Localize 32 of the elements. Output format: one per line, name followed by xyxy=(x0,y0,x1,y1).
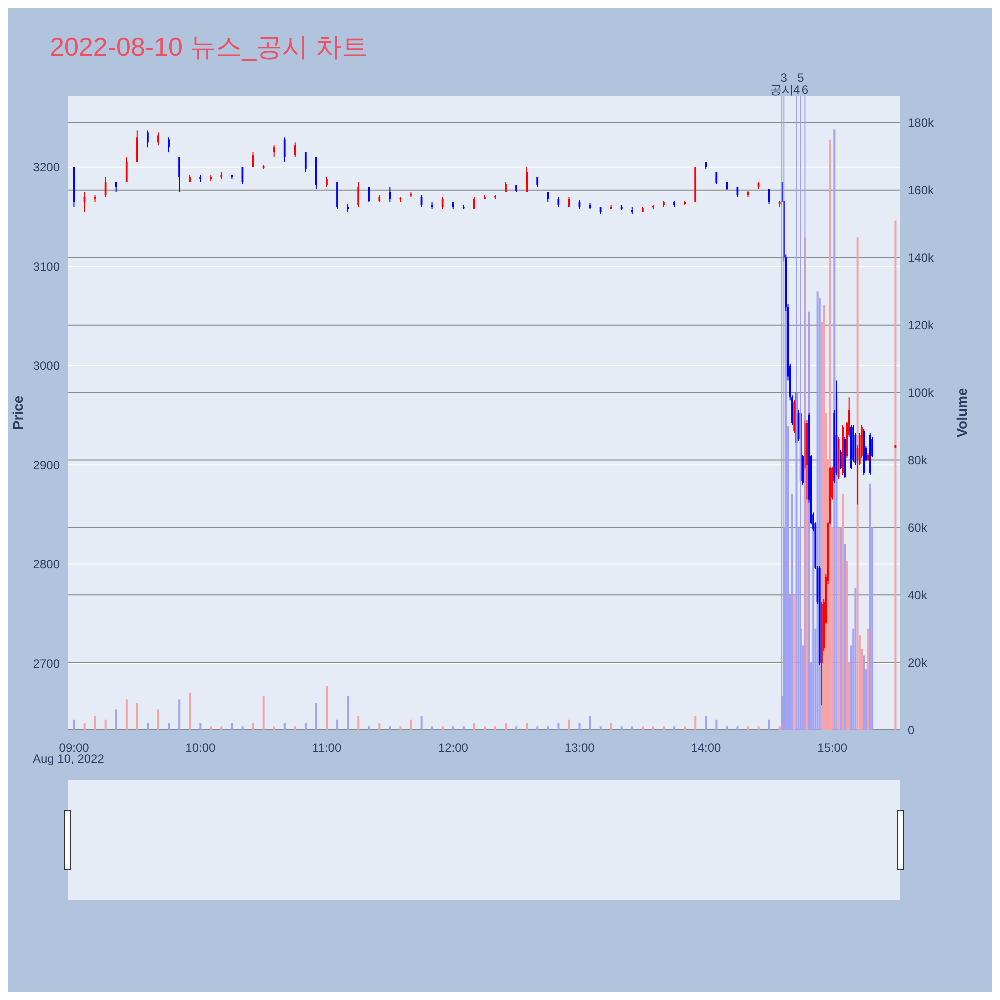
y-tick-label: 2800 xyxy=(33,558,60,572)
y-tick-label: 3000 xyxy=(33,359,60,374)
ref-line-label: 5 xyxy=(798,71,805,85)
chart-title: 2022-08-10 뉴스_공시 차트 xyxy=(50,31,368,64)
y-tick-label: 2700 xyxy=(33,656,60,671)
y2-tick-label: 0 xyxy=(908,723,915,738)
text: Aug 10, 2022 xyxy=(33,752,104,766)
ref-line-label: 공시 xyxy=(770,83,794,97)
y2-tick-label: 80k xyxy=(908,453,928,468)
ref-line-label: 3 xyxy=(780,71,788,85)
x-tick-label: 13:00 xyxy=(564,741,596,755)
y2-tick-label: 60k xyxy=(908,520,928,535)
y-tick-label: 2900 xyxy=(33,458,60,472)
y2-tick-label: 140k xyxy=(908,251,936,266)
x-tick-label: 10:00 xyxy=(186,741,216,755)
y-tick-label: 3200 xyxy=(33,160,60,175)
x-tick-label: 09:00 xyxy=(59,741,90,755)
x-tick-label: 14:00 xyxy=(691,741,722,755)
y2-tick-label: 40k xyxy=(908,588,928,602)
y2-tick-label: 100k xyxy=(908,386,936,400)
y2-tick-label: 160k xyxy=(908,184,936,198)
ref-line-label: 4 xyxy=(793,83,800,97)
x-tick-label: 15:00 xyxy=(818,741,848,755)
x-tick-label: 11:00 xyxy=(312,741,342,755)
y2-tick-label: 120k xyxy=(908,318,936,333)
y2-tick-label: 180k xyxy=(908,116,936,130)
x-tick-label: 12:00 xyxy=(438,741,469,755)
y-axis-title: Price xyxy=(10,396,26,430)
y2-tick-label: 20k xyxy=(908,656,928,670)
ref-line-label: 6 xyxy=(802,83,809,97)
y2-axis-title: Volume xyxy=(954,388,970,438)
y-tick-label: 3100 xyxy=(33,260,60,274)
